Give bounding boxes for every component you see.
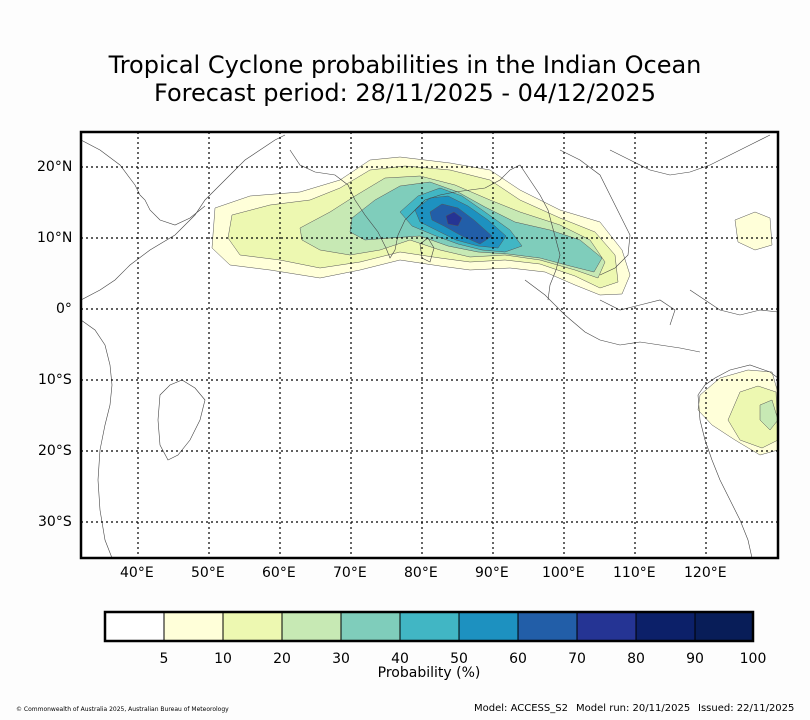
prob-contour-20-australia [759,399,778,431]
colorbar [103,610,755,643]
lon-label-110E: 110°E [613,565,656,581]
colorbar-tick: 50 [450,651,468,667]
colorbar-bin-70-80 [576,611,637,642]
prob-contour-70 [445,211,463,227]
prob-contour-5-philippines [734,211,773,251]
colorbar-bin-90-100 [694,611,754,642]
colorbar-bin-20-30 [281,611,342,642]
lat-label-10S: 10°S [38,372,72,388]
lon-label-120E: 120°E [684,565,727,581]
colorbar-tick: 40 [391,651,409,667]
lon-label-80E: 80°E [404,565,438,581]
issued-date: Issued: 22/11/2025 [698,703,795,714]
lon-label-50E: 50°E [191,565,225,581]
lat-label-10N: 10°N [37,230,73,246]
lon-label-70E: 70°E [333,565,367,581]
colorbar-tick: 10 [214,651,232,667]
colorbar-tick: 30 [332,651,350,667]
lon-label-60E: 60°E [262,565,296,581]
map-frame [79,130,780,560]
lon-label-40E: 40°E [120,565,154,581]
colorbar-bin-60-70 [517,611,578,642]
colorbar-tick: 20 [273,651,291,667]
colorbar-tick: 90 [686,651,704,667]
model-run-date: Model run: 20/11/2025 [576,703,691,714]
model-name: Model: ACCESS_S2 [474,703,568,714]
graticule [81,132,778,558]
colorbar-tick: 70 [568,651,586,667]
lat-label-20N: 20°N [37,159,73,175]
colorbar-title: Probability (%) [377,665,481,681]
coastlines [81,134,778,558]
chart-title-line1: Tropical Cyclone probabilities in the In… [108,51,702,79]
colorbar-bin-5-10 [163,611,224,642]
colorbar-bin-30-40 [340,611,401,642]
lon-label-90E: 90°E [475,565,509,581]
lat-label-30S: 30°S [38,514,72,530]
colorbar-tick: 5 [159,651,169,667]
colorbar-bin-50-60 [458,611,519,642]
prob-contour-60 [429,203,493,245]
colorbar-frame [103,610,755,643]
colorbar-bin-80-90 [635,611,696,642]
colorbar-tick: 80 [627,651,645,667]
colorbar-bin-0-5 [104,611,165,642]
lat-label-0: 0° [56,301,72,317]
lat-label-20S: 20°S [38,443,72,459]
colorbar-tick: 60 [509,651,527,667]
chart-title-line2: Forecast period: 28/11/2025 - 04/12/2025 [154,79,656,107]
colorbar-bin-40-50 [399,611,460,642]
colorbar-tick: 100 [739,651,767,667]
copyright-notice: © Commonwealth of Australia 2025, Austra… [16,706,229,713]
colorbar-bin-10-20 [222,611,283,642]
lon-label-100E: 100°E [542,565,585,581]
